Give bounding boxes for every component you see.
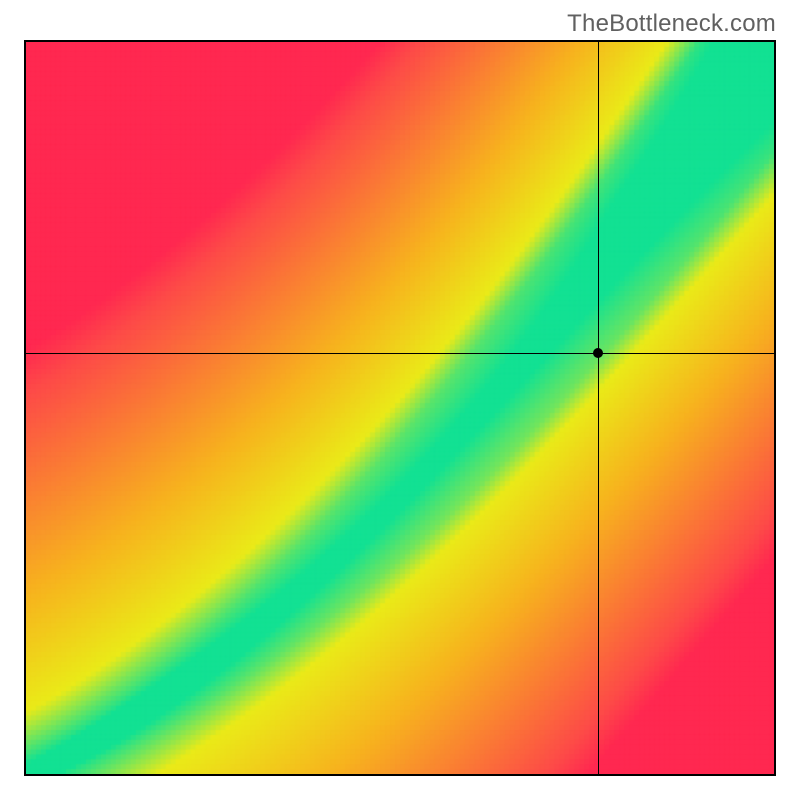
- crosshair-horizontal: [26, 353, 774, 354]
- watermark-text: TheBottleneck.com: [567, 10, 776, 38]
- crosshair-vertical: [598, 42, 599, 774]
- chart-container: TheBottleneck.com: [0, 0, 800, 800]
- heatmap-plot: [24, 40, 776, 776]
- marker-dot: [593, 348, 603, 358]
- heatmap-canvas: [26, 42, 774, 774]
